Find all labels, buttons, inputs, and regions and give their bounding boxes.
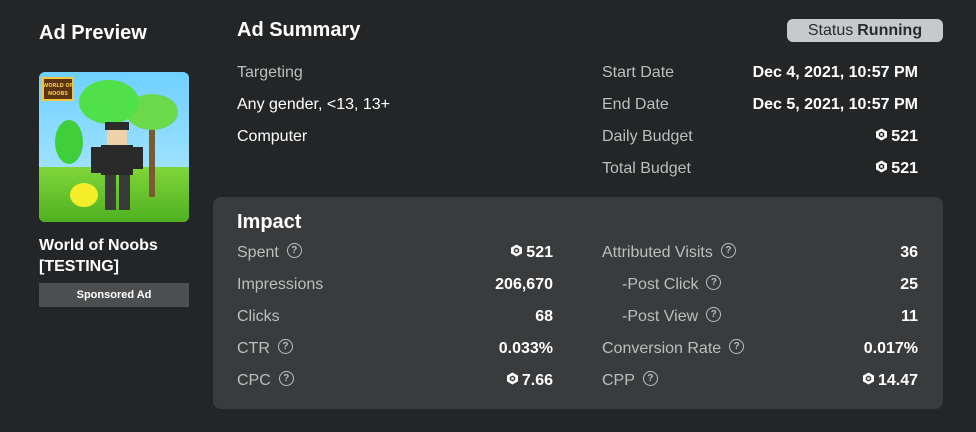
metric-label-text: Attributed Visits [602, 244, 713, 261]
targeting-audience: Any gender, <13, 13+ [237, 96, 391, 113]
impact-left-label-0: Spent? [237, 243, 302, 262]
question-circle-icon[interactable]: ? [706, 275, 722, 291]
metric-value-text: 11 [901, 308, 918, 325]
impact-left-value-2: 68 [393, 308, 553, 326]
impact-left-value-4: 7.66 [393, 372, 553, 390]
impact-left-label-3: CTR? [237, 339, 293, 358]
impact-right-value-1: 25 [758, 276, 918, 294]
end-date-label: End Date [602, 96, 669, 113]
robux-icon [506, 372, 519, 385]
impact-left-value-3: 0.033% [393, 340, 553, 358]
impact-heading: Impact [237, 211, 302, 233]
metric-value-text: 7.66 [521, 372, 553, 389]
metric-value-text: 0.017% [863, 340, 918, 357]
total-budget-value: 521 [760, 160, 918, 178]
impact-left-value-1: 206,670 [393, 276, 553, 294]
start-date-label: Start Date [602, 64, 675, 81]
metric-value-text: 206,670 [495, 276, 553, 293]
game-name[interactable]: World of Noobs [TESTING] [39, 237, 158, 275]
metric-label-text: CTR [237, 340, 270, 357]
question-circle-icon[interactable]: ? [286, 243, 302, 259]
daily-budget-amount: 521 [891, 128, 918, 145]
impact-right-label-2: -Post View? [622, 307, 722, 326]
targeting-device: Computer [237, 128, 308, 145]
metric-value-text: 36 [900, 244, 918, 261]
metric-label-text: Spent [237, 244, 279, 261]
end-date-value: Dec 5, 2021, 10:57 PM [752, 96, 918, 113]
robux-icon [875, 160, 888, 173]
question-circle-icon[interactable]: ? [720, 243, 736, 259]
svg-text:NOOBS: NOOBS [48, 91, 68, 97]
metric-label-text: Conversion Rate [602, 340, 722, 357]
impact-right-label-3: Conversion Rate? [602, 339, 745, 358]
metric-label-text: CPP [602, 372, 635, 389]
metric-label-text: Impressions [237, 276, 324, 293]
impact-panel [213, 197, 943, 409]
metric-label-text: -Post View [622, 308, 699, 325]
impact-left-label-4: CPC? [237, 371, 294, 390]
metric-value-text: 68 [535, 308, 553, 325]
metric-label-text: -Post Click [622, 276, 699, 293]
impact-right-value-2: 11 [758, 308, 918, 326]
daily-budget-value: 521 [760, 128, 918, 146]
metric-value-text: 521 [526, 244, 553, 261]
impact-right-label-1: -Post Click? [622, 275, 722, 294]
question-circle-icon[interactable]: ? [642, 371, 658, 387]
question-circle-icon[interactable]: ? [729, 339, 745, 355]
question-circle-icon[interactable]: ? [277, 339, 293, 355]
metric-label-text: Clicks [237, 308, 280, 325]
impact-right-value-4: 14.47 [758, 372, 918, 390]
targeting-label: Targeting [237, 64, 303, 81]
start-date-value: Dec 4, 2021, 10:57 PM [752, 64, 918, 81]
daily-budget-label: Daily Budget [602, 128, 693, 145]
status-value: Running [857, 22, 923, 39]
impact-left-value-0: 521 [393, 244, 553, 262]
impact-right-label-0: Attributed Visits? [602, 243, 736, 262]
ad-preview-heading: Ad Preview [39, 22, 147, 44]
total-budget-amount: 521 [891, 160, 918, 177]
robux-icon [510, 244, 523, 257]
impact-right-value-0: 36 [758, 244, 918, 262]
metric-value-text: 0.033% [498, 340, 553, 357]
svg-text:WORLD OF: WORLD OF [43, 83, 73, 89]
impact-right-label-4: CPP? [602, 371, 658, 390]
impact-left-label-2: Clicks [237, 308, 280, 326]
status-badge: Status Running [787, 19, 943, 42]
metric-value-text: 14.47 [877, 372, 918, 389]
ad-summary-heading: Ad Summary [237, 19, 361, 41]
question-circle-icon[interactable]: ? [706, 307, 722, 323]
robux-icon [875, 128, 888, 141]
sponsored-ad-badge: Sponsored Ad [39, 283, 189, 307]
robux-icon [862, 372, 875, 385]
total-budget-label: Total Budget [602, 160, 691, 177]
impact-right-value-3: 0.017% [758, 340, 918, 358]
question-circle-icon[interactable]: ? [278, 371, 294, 387]
metric-label-text: CPC [237, 372, 271, 389]
status-label: Status [807, 22, 854, 39]
impact-left-label-1: Impressions [237, 276, 323, 294]
metric-value-text: 25 [900, 276, 918, 293]
ad-thumbnail-image: WORLD OF NOOBS [39, 72, 189, 222]
ad-thumbnail[interactable]: WORLD OF NOOBS [39, 72, 189, 222]
